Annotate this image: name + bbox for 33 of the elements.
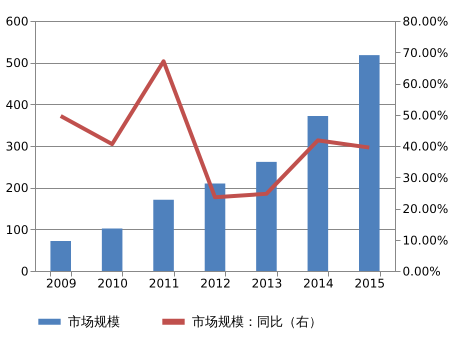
- legend-label: 市场规模：同比（右）: [192, 314, 322, 330]
- x-tick-label: 2013: [252, 276, 282, 290]
- x-tick-label: 2015: [354, 276, 386, 290]
- y-tick-label: 0: [20, 264, 28, 278]
- bar: [204, 184, 226, 271]
- x-tick-label: 2012: [200, 276, 231, 290]
- bar: [50, 241, 71, 271]
- y-tick-label: 600: [6, 14, 28, 28]
- y2-tick-label: 70.00%: [402, 46, 448, 60]
- y-tick-label: 500: [6, 56, 28, 70]
- x-tick-label: 2009: [46, 276, 76, 290]
- bar: [153, 200, 174, 271]
- y2-tick-label: 40.00%: [402, 140, 448, 154]
- y2-tick-label: 50.00%: [402, 108, 448, 122]
- bar: [359, 55, 380, 271]
- y2-tick-label: 20.00%: [402, 202, 448, 216]
- y2-tick-label: 0.00%: [402, 264, 441, 278]
- y-tick-label: 100: [6, 222, 28, 237]
- x-tick-label: 2010: [97, 276, 128, 290]
- bar: [102, 228, 122, 271]
- y-tick-label: 400: [6, 98, 28, 112]
- x-tick-label: 2011: [148, 276, 180, 290]
- y-tick-label: 200: [6, 181, 28, 196]
- y-tick-label: 300: [6, 140, 28, 154]
- y2-tick-label: 30.00%: [402, 170, 448, 185]
- line-series: [58, 59, 372, 200]
- y2-tick-label: 10.00%: [402, 233, 448, 248]
- bar: [256, 162, 277, 271]
- bar: [308, 116, 328, 271]
- x-tick-label: 2014: [303, 276, 334, 290]
- legend-label: 市场规模: [68, 314, 120, 330]
- y2-tick-label: 80.00%: [402, 14, 448, 28]
- y2-tick-label: 60.00%: [402, 77, 448, 91]
